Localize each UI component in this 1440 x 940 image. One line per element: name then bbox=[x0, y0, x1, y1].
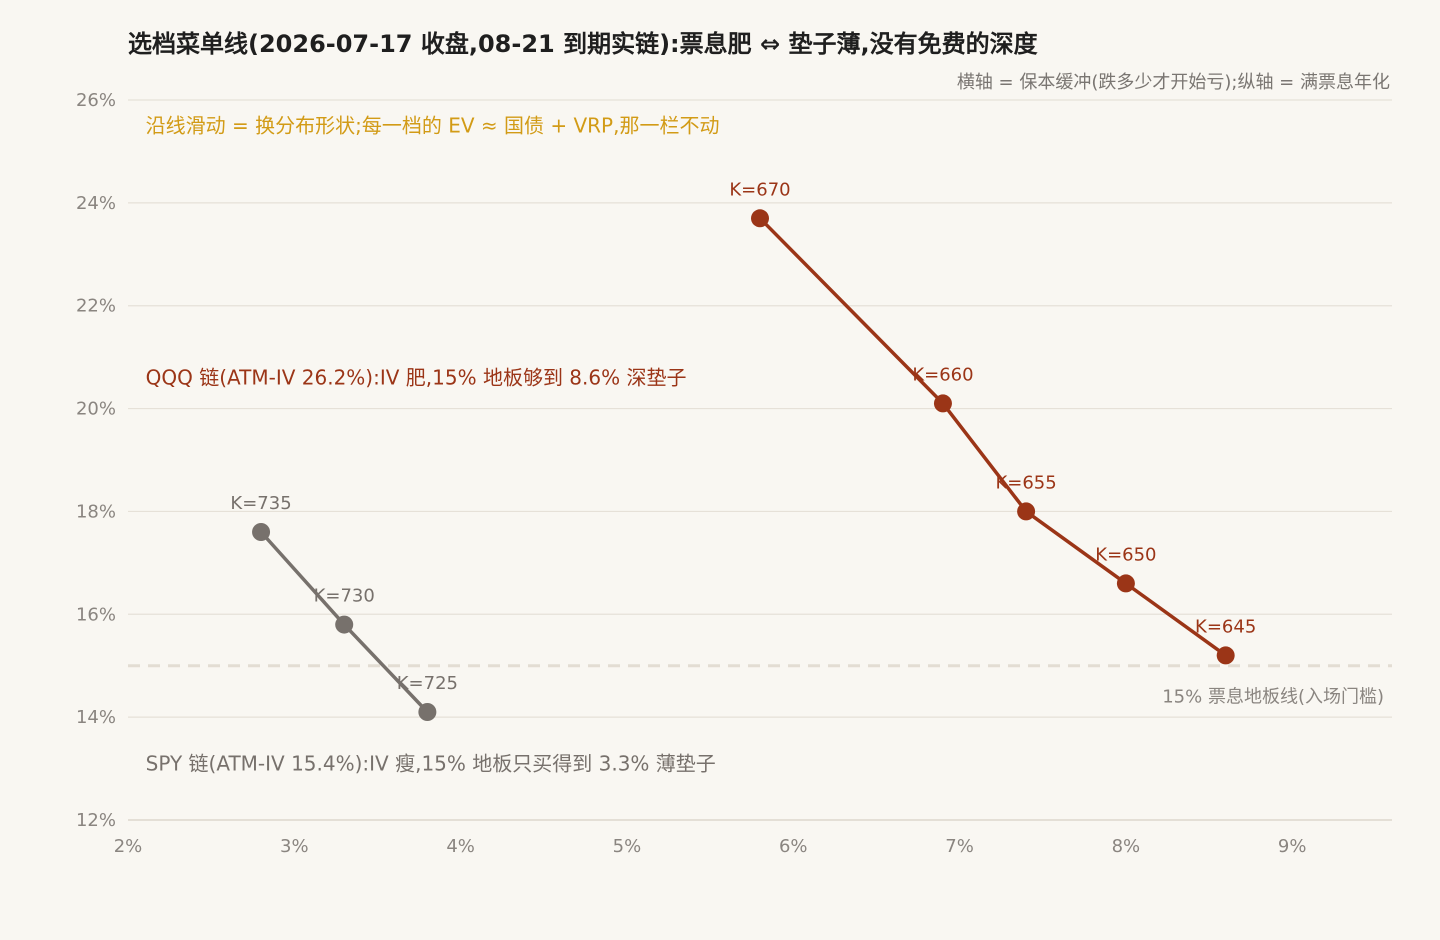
reference-line-label: 15% 票息地板线(入场门槛) bbox=[1162, 687, 1384, 708]
x-tick-label: 4% bbox=[446, 836, 475, 857]
y-tick-label: 12% bbox=[76, 810, 116, 831]
y-tick-label: 26% bbox=[76, 90, 116, 111]
y-tick-label: 16% bbox=[76, 604, 116, 625]
x-tick-label: 7% bbox=[945, 836, 974, 857]
y-tick-label: 24% bbox=[76, 193, 116, 214]
data-point bbox=[418, 703, 437, 721]
chart-subtitle: 横轴 = 保本缓冲(跌多少才开始亏);纵轴 = 满票息年化 bbox=[957, 72, 1390, 93]
data-point bbox=[1017, 502, 1036, 521]
y-tick-label: 22% bbox=[76, 296, 116, 317]
x-tick-label: 5% bbox=[613, 836, 642, 857]
data-point bbox=[1116, 574, 1135, 593]
grid bbox=[128, 99, 1392, 821]
data-point bbox=[933, 394, 952, 413]
point-label: K=725 bbox=[397, 673, 458, 694]
annotation: SPY 链(ATM-IV 15.4%):IV 瘦,15% 地板只买得到 3.3%… bbox=[146, 751, 716, 775]
y-tick-label: 14% bbox=[76, 707, 116, 728]
series: K=670 K=660 K=655 K=650 K=645 K=735 K=730 K=725 bbox=[230, 179, 1256, 721]
data-point bbox=[1216, 646, 1235, 665]
y-tick-label: 20% bbox=[76, 399, 116, 420]
annotation: 沿线滑动 = 换分布形状;每一档的 EV ≈ 国债 + VRP,那一栏不动 bbox=[146, 114, 720, 138]
data-point bbox=[252, 523, 271, 541]
reference-line: 15% 票息地板线(入场门槛) bbox=[128, 664, 1392, 708]
y-tick-label: 18% bbox=[76, 501, 116, 522]
chart-title: 选档菜单线(2026-07-17 收盘,08-21 到期实链):票息肥 ⇔ 垫子… bbox=[128, 30, 1039, 58]
data-point bbox=[335, 615, 354, 634]
x-tick-label: 3% bbox=[280, 836, 309, 857]
point-label: K=670 bbox=[729, 179, 790, 200]
data-point bbox=[751, 209, 769, 228]
x-tick-label: 9% bbox=[1278, 836, 1307, 857]
x-tick-label: 6% bbox=[779, 836, 808, 857]
series-line bbox=[758, 217, 1227, 657]
point-label: K=650 bbox=[1095, 544, 1156, 565]
point-label: K=660 bbox=[912, 364, 973, 385]
x-tick-label: 2% bbox=[114, 836, 143, 857]
point-label: K=730 bbox=[314, 586, 375, 607]
point-label: K=735 bbox=[230, 493, 291, 514]
point-label: K=645 bbox=[1195, 616, 1256, 637]
axis-ticks: 12% 14% 16% 18% 20% 22% 24% 26% 2% 3% 4% 5% 6% 7% 8% 9% bbox=[76, 90, 1307, 857]
annotations: 沿线滑动 = 换分布形状;每一档的 EV ≈ 国债 + VRP,那一栏不动 QQQ… bbox=[146, 114, 720, 776]
point-label: K=655 bbox=[995, 472, 1056, 493]
annotation: QQQ 链(ATM-IV 26.2%):IV 肥,15% 地板够到 8.6% 深… bbox=[146, 366, 687, 390]
x-tick-label: 8% bbox=[1112, 836, 1141, 857]
